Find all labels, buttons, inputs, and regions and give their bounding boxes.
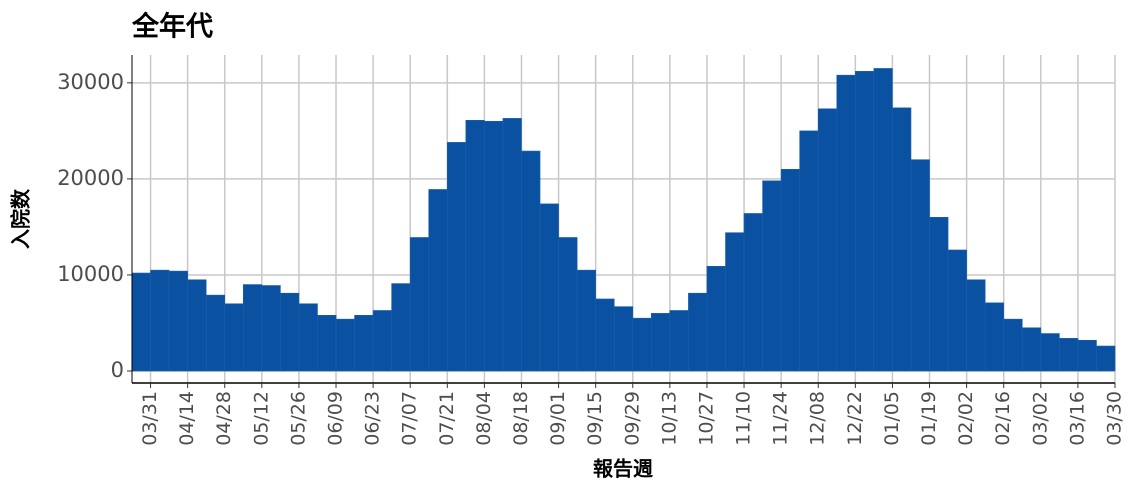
bar [521,150,541,372]
bar [706,266,726,372]
bar [150,269,170,372]
y-tick-label: 30000 [57,70,124,94]
bar [595,298,615,372]
bar [1003,318,1023,372]
bar [484,120,504,372]
bar [855,71,875,372]
x-tick-label: 05/12 [250,391,272,446]
bar [224,303,244,372]
x-tick-label: 03/16 [1066,391,1088,446]
x-tick-label: 12/08 [807,391,829,446]
y-axis-label: 入院数 [9,188,33,249]
x-tick-label: 04/14 [176,391,198,446]
bar [743,213,763,372]
bar [298,303,318,372]
x-tick-label: 02/02 [955,391,977,446]
bar [725,232,745,372]
bar [242,284,263,372]
x-tick-label: 03/31 [139,391,161,446]
bar [168,270,188,372]
y-tick-label: 20000 [57,166,124,190]
bar [762,180,782,372]
x-tick-label: 12/22 [844,391,866,446]
bar [391,283,411,372]
x-tick-label: 05/26 [287,391,309,446]
x-tick-label: 11/24 [770,391,792,446]
bar [799,130,819,372]
bar [335,318,355,372]
x-tick-label: 06/09 [325,391,347,446]
bar [984,302,1005,372]
bar [354,314,374,372]
bar [187,279,207,372]
x-tick-label: 01/05 [881,391,903,446]
x-tick-label: 10/13 [658,391,680,446]
bar [947,249,967,372]
x-tick-label: 11/10 [733,391,755,446]
bar [558,237,578,372]
bar [280,292,300,372]
bar [576,269,596,372]
bar [780,168,800,372]
bar [688,292,708,372]
bar [131,272,151,372]
y-tick-label: 0 [111,358,124,382]
bar [1077,339,1097,372]
x-tick-label: 08/18 [510,391,532,446]
x-tick-label: 09/01 [547,391,569,446]
bar [966,279,986,372]
x-tick-label: 04/28 [213,391,235,446]
bar [317,314,337,372]
bar [632,317,652,372]
bar [613,306,634,372]
bar [817,108,838,372]
bar [873,68,893,372]
x-tick-label: 07/07 [399,391,421,446]
bar [1021,327,1042,372]
bar [669,310,689,372]
bar [409,237,430,372]
x-tick-label: 09/15 [584,391,606,446]
bar [465,120,485,372]
x-tick-label: 06/23 [362,391,384,446]
x-tick-label: 01/19 [918,391,940,446]
bar [836,74,856,372]
chart-title: 全年代 [131,11,213,43]
bar [205,294,226,372]
x-axis-label: 報告週 [593,457,653,481]
bar [539,203,559,372]
x-tick-label: 10/27 [695,391,717,446]
y-tick-label: 10000 [57,262,124,286]
x-tick-label: 03/30 [1104,391,1126,446]
x-tick-label: 03/02 [1029,391,1051,446]
x-tick-label: 09/29 [621,391,643,446]
bar [261,285,281,372]
bar [447,142,467,372]
bar [929,217,949,372]
bar [910,159,930,372]
bar [1040,333,1060,372]
bar [892,107,912,372]
bar [1059,338,1079,372]
bar [1096,345,1116,372]
bar [428,189,448,372]
x-tick-label: 07/21 [436,391,458,446]
bar [372,310,392,372]
bar [651,313,671,372]
x-tick-label: 08/04 [473,391,495,446]
x-tick-label: 02/16 [992,391,1014,446]
bar [502,118,522,372]
